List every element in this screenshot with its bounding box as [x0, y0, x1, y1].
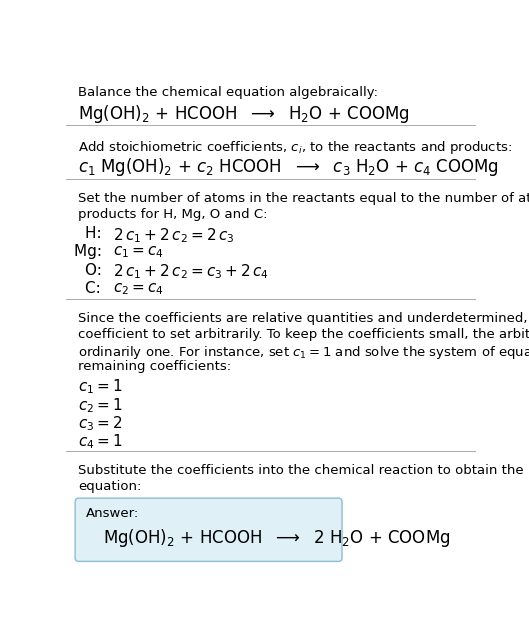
Text: coefficient to set arbitrarily. To keep the coefficients small, the arbitrary va: coefficient to set arbitrarily. To keep … — [78, 328, 529, 341]
Text: $c_2 = c_4$: $c_2 = c_4$ — [113, 281, 164, 297]
FancyBboxPatch shape — [75, 498, 342, 561]
Text: Substitute the coefficients into the chemical reaction to obtain the balanced: Substitute the coefficients into the che… — [78, 465, 529, 477]
Text: products for H, Mg, O and C:: products for H, Mg, O and C: — [78, 208, 268, 221]
Text: Mg(OH)$_2$ + HCOOH  $\longrightarrow$  H$_2$O + COOMg: Mg(OH)$_2$ + HCOOH $\longrightarrow$ H$_… — [78, 103, 410, 125]
Text: $2\,c_1 + 2\,c_2 = c_3 + 2\,c_4$: $2\,c_1 + 2\,c_2 = c_3 + 2\,c_4$ — [113, 263, 269, 282]
Text: Since the coefficients are relative quantities and underdetermined, choose a: Since the coefficients are relative quan… — [78, 312, 529, 325]
Text: $c_1 = c_4$: $c_1 = c_4$ — [113, 245, 164, 260]
Text: H:: H: — [85, 226, 106, 241]
Text: $c_1 = 1$: $c_1 = 1$ — [78, 377, 123, 396]
Text: C:: C: — [85, 281, 105, 296]
Text: $c_3 = 2$: $c_3 = 2$ — [78, 414, 123, 433]
Text: remaining coefficients:: remaining coefficients: — [78, 360, 232, 373]
Text: $c_4 = 1$: $c_4 = 1$ — [78, 433, 123, 451]
Text: $2\,c_1 + 2\,c_2 = 2\,c_3$: $2\,c_1 + 2\,c_2 = 2\,c_3$ — [113, 226, 235, 245]
Text: equation:: equation: — [78, 480, 142, 493]
Text: $c_2 = 1$: $c_2 = 1$ — [78, 396, 123, 414]
Text: ordinarily one. For instance, set $c_1 = 1$ and solve the system of equations fo: ordinarily one. For instance, set $c_1 =… — [78, 344, 529, 361]
Text: Answer:: Answer: — [86, 507, 139, 520]
Text: Add stoichiometric coefficients, $c_i$, to the reactants and products:: Add stoichiometric coefficients, $c_i$, … — [78, 139, 513, 156]
Text: O:: O: — [85, 263, 106, 278]
Text: $c_1$ Mg(OH)$_2$ + $c_2$ HCOOH  $\longrightarrow$  $c_3$ H$_2$O + $c_4$ COOMg: $c_1$ Mg(OH)$_2$ + $c_2$ HCOOH $\longrig… — [78, 156, 499, 178]
Text: Mg:: Mg: — [74, 245, 107, 259]
Text: Mg(OH)$_2$ + HCOOH  $\longrightarrow$  2 H$_2$O + COOMg: Mg(OH)$_2$ + HCOOH $\longrightarrow$ 2 H… — [103, 527, 450, 549]
Text: Set the number of atoms in the reactants equal to the number of atoms in the: Set the number of atoms in the reactants… — [78, 192, 529, 205]
Text: Balance the chemical equation algebraically:: Balance the chemical equation algebraica… — [78, 86, 378, 99]
